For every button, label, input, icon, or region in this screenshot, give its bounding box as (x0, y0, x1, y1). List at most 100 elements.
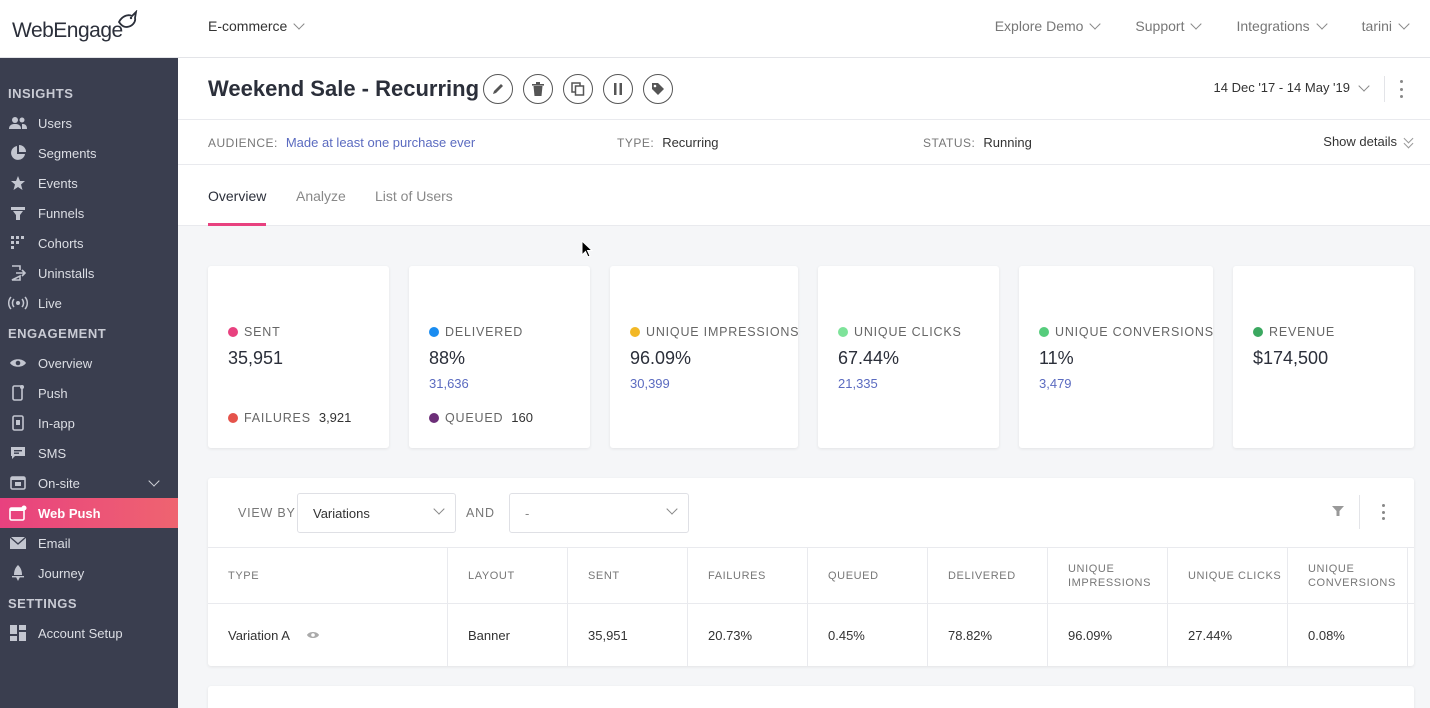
section-settings: SETTINGS (8, 595, 78, 611)
tab-bar: Overview Analyze List of Users (178, 165, 1430, 226)
chevron-down-icon (666, 503, 678, 515)
edit-button[interactable] (483, 74, 513, 104)
view-by-value: Variations (313, 505, 370, 521)
sidebar-item-push[interactable]: Push (0, 378, 178, 408)
sidebar-item-users[interactable]: Users (0, 108, 178, 138)
sidebar-item-in-app[interactable]: In-app (0, 408, 178, 438)
sidebar-item-funnels[interactable]: Funnels (0, 198, 178, 228)
project-selector[interactable]: E-commerce (208, 18, 306, 34)
table-cell: 96.09% (1048, 604, 1168, 666)
dashboard-icon (8, 625, 28, 641)
broadcast-icon (8, 295, 28, 311)
sidebar-item-label: In-app (38, 415, 75, 431)
and-select[interactable]: - (509, 493, 689, 533)
stat-card-unique-conversions: UNIQUE CONVERSIONS 11% 3,479 (1019, 266, 1213, 448)
sidebar-item-label: Funnels (38, 205, 85, 221)
stat-label: REVENUE (1253, 325, 1335, 339)
sidebar-item-sms[interactable]: SMS (0, 438, 178, 468)
sidebar-item-cohorts[interactable]: Cohorts (0, 228, 178, 258)
stat-count[interactable]: 3,479 (1039, 376, 1072, 391)
stat-card-unique-impressions: UNIQUE IMPRESSIONS 96.09% 30,399 (610, 266, 799, 448)
chevron-down-icon (433, 503, 445, 515)
pie-icon (8, 145, 28, 161)
stat-value: 11% (1039, 348, 1074, 368)
stat-count[interactable]: 21,335 (838, 376, 878, 391)
sidebar-item-live[interactable]: Live (0, 288, 178, 318)
webengage-logo[interactable]: WebEngage (12, 10, 138, 44)
user-menu[interactable]: tarini (1361, 18, 1410, 34)
funnel-icon (8, 205, 28, 221)
sidebar-item-journey[interactable]: Journey (0, 558, 178, 588)
sidebar-item-events[interactable]: Events (0, 168, 178, 198)
column-header[interactable]: QUEUED (808, 548, 928, 603)
pause-button[interactable] (603, 74, 633, 104)
tab-overview[interactable]: Overview (208, 165, 267, 226)
sidebar-item-label: Web Push (38, 505, 101, 521)
table-cell: 0.45% (808, 604, 928, 666)
table-row: Variation A Banner 35,951 20.73% 0.45% 7… (208, 604, 1414, 666)
table-cell: Banner (448, 604, 568, 666)
delete-button[interactable] (523, 74, 553, 104)
sidebar-item-email[interactable]: Email (0, 528, 178, 558)
users-icon (8, 115, 28, 131)
and-label: AND (466, 506, 495, 520)
stat-value: $174,500 (1253, 348, 1329, 368)
table-cell: 78.82% (928, 604, 1048, 666)
type-value: Recurring (662, 135, 719, 150)
stat-label: UNIQUE IMPRESSIONS (630, 325, 799, 339)
filter-icon[interactable] (1332, 505, 1344, 517)
stat-value: 67.44% (838, 348, 900, 368)
view-by-row: VIEW BY Variations AND - (208, 478, 1414, 548)
integrations-menu[interactable]: Integrations (1236, 18, 1328, 34)
column-header[interactable]: UNIQUE CLICKS (1168, 548, 1288, 603)
tab-analyze[interactable]: Analyze (296, 187, 346, 204)
chevron-down-icon (1190, 18, 1203, 30)
view-by-select[interactable]: Variations (297, 493, 456, 533)
sidebar-item-on-site[interactable]: On-site (0, 468, 178, 498)
table-cell: Variation A (208, 604, 448, 666)
sidebar-item-account-setup[interactable]: Account Setup (0, 618, 178, 648)
sidebar-item-label: Journey (38, 565, 85, 581)
duplicate-button[interactable] (563, 74, 593, 104)
explore-demo-label: Explore Demo (994, 18, 1084, 34)
column-header[interactable]: TYPE (208, 548, 448, 603)
pause-icon (614, 83, 622, 95)
stat-label: DELIVERED (429, 325, 523, 339)
support-menu[interactable]: Support (1135, 18, 1203, 34)
stat-count[interactable]: 31,636 (429, 376, 469, 391)
chevron-down-icon[interactable] (148, 475, 160, 487)
main-content: Weekend Sale - Recurring 14 Dec '17 - 14… (178, 58, 1430, 708)
explore-demo-menu[interactable]: Explore Demo (994, 18, 1102, 34)
chevron-down-icon (1398, 18, 1410, 30)
sidebar-item-label: Users (38, 115, 72, 131)
status-dot (228, 327, 238, 337)
show-details-toggle[interactable]: Show details (1323, 133, 1414, 149)
sidebar-item-uninstalls[interactable]: Uninstalls (0, 258, 178, 288)
column-header[interactable]: DELIVERED (928, 548, 1048, 603)
column-header[interactable]: SENT (568, 548, 688, 603)
sidebar-item-web-push[interactable]: Web Push (0, 498, 178, 528)
stat-count[interactable]: 30,399 (630, 376, 670, 391)
table-header: TYPE LAYOUT SENT FAILURES QUEUED DELIVER… (208, 548, 1414, 604)
audience-link[interactable]: Made at least one purchase ever (285, 135, 476, 150)
type-label: TYPE: (617, 136, 655, 150)
column-header[interactable]: FAILURES (688, 548, 808, 603)
user-name: tarini (1361, 18, 1392, 34)
tab-list-of-users[interactable]: List of Users (375, 187, 453, 204)
type-info: TYPE: Recurring (617, 135, 719, 150)
integrations-label: Integrations (1236, 18, 1310, 34)
stat-label: UNIQUE CONVERSIONS (1039, 325, 1214, 339)
more-options-icon[interactable] (1378, 504, 1388, 520)
column-header[interactable]: LAYOUT (448, 548, 568, 603)
sidebar-item-overview[interactable]: Overview (0, 348, 178, 378)
top-nav: Explore Demo Support Integrations tarini (994, 18, 1410, 34)
sidebar-item-label: Live (38, 295, 62, 311)
more-options-icon[interactable] (1394, 80, 1408, 98)
preview-eye-icon[interactable] (306, 630, 320, 640)
sidebar-item-label: Account Setup (38, 625, 123, 641)
column-header[interactable]: UNIQUE CONVERSIONS (1288, 548, 1408, 603)
sidebar-item-segments[interactable]: Segments (0, 138, 178, 168)
column-header[interactable]: UNIQUE IMPRESSIONS (1048, 548, 1168, 603)
tag-button[interactable] (643, 74, 673, 104)
date-range-picker[interactable]: 14 Dec '17 - 14 May '19 (1214, 79, 1370, 95)
